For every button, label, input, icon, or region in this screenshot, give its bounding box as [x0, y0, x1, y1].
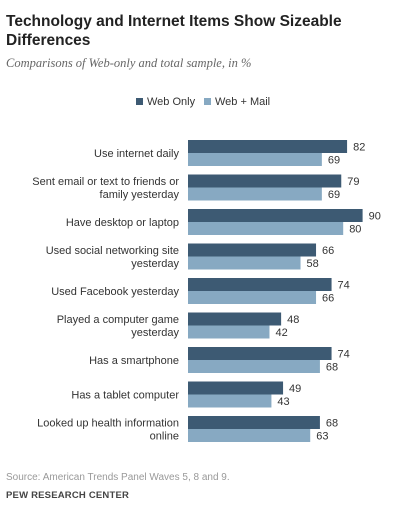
value-label-web-only-7: 74 [338, 349, 350, 361]
organization-name: PEW RESEARCH CENTER [6, 490, 130, 501]
value-label-web-only-3: 90 [369, 211, 381, 223]
category-label-3: Have desktop or laptop [66, 217, 179, 229]
category-label-5: Used Facebook yesterday [51, 286, 179, 298]
chart-title: Technology and Internet Items Show Sizea… [6, 13, 342, 49]
value-label-web-mail-8: 43 [277, 396, 289, 408]
bar-web-mail-4 [188, 256, 301, 270]
legend-label-2: Web + Mail [215, 96, 270, 108]
value-label-web-mail-1: 69 [328, 155, 340, 167]
bar-web-mail-2 [188, 187, 322, 201]
category-label-1: Use internet daily [94, 148, 179, 160]
bar-web-mail-1 [188, 153, 322, 166]
legend-swatch-2 [204, 98, 211, 105]
value-label-web-only-6: 48 [287, 314, 299, 326]
category-label-8: Has a tablet computer [71, 390, 179, 402]
bar-web-mail-9 [188, 429, 311, 442]
value-label-web-mail-2: 69 [328, 189, 340, 201]
value-label-web-mail-9: 63 [316, 431, 328, 443]
bar-web-mail-5 [188, 291, 317, 304]
source-note: Source: American Trends Panel Waves 5, 8… [6, 472, 230, 483]
bar-web-only-6 [188, 312, 282, 326]
value-label-web-only-2: 79 [347, 176, 359, 188]
bar-web-only-1 [188, 140, 348, 153]
bar-web-only-5 [188, 278, 332, 291]
legend-label-1: Web Only [147, 96, 196, 108]
value-label-web-mail-5: 66 [322, 293, 334, 305]
bar-web-only-7 [188, 347, 332, 360]
value-label-web-only-8: 49 [289, 383, 301, 395]
bar-web-mail-3 [188, 222, 344, 235]
value-label-web-only-4: 66 [322, 245, 334, 257]
category-label-9: Looked up health information online [37, 418, 179, 443]
bar-web-mail-7 [188, 360, 320, 373]
legend-swatch-1 [136, 98, 143, 105]
bar-web-only-3 [188, 209, 363, 222]
category-label-7: Has a smartphone [89, 355, 179, 367]
value-label-web-mail-6: 42 [275, 327, 287, 339]
bar-web-only-4 [188, 243, 317, 257]
value-label-web-mail-3: 80 [349, 224, 361, 236]
category-label-6: Played a computer game yesterday [57, 314, 180, 339]
value-label-web-only-9: 68 [326, 418, 338, 430]
value-label-web-only-5: 74 [338, 280, 350, 292]
bar-chart: Web Only Web + Mail Use internet daily 82 69… [32, 96, 381, 443]
category-label-4: Used social networking site yesterday [46, 245, 180, 270]
value-label-web-mail-7: 68 [326, 362, 338, 374]
bar-web-mail-8 [188, 394, 272, 408]
category-label-2: Sent email or text to friends or family y… [32, 176, 179, 201]
bar-web-mail-6 [188, 325, 270, 339]
value-label-web-mail-4: 58 [307, 258, 319, 270]
bar-web-only-9 [188, 416, 320, 429]
bar-web-only-8 [188, 381, 284, 395]
bar-web-only-2 [188, 174, 342, 188]
chart-subtitle: Comparisons of Web-only and total sample… [6, 56, 252, 70]
value-label-web-only-1: 82 [353, 142, 365, 154]
